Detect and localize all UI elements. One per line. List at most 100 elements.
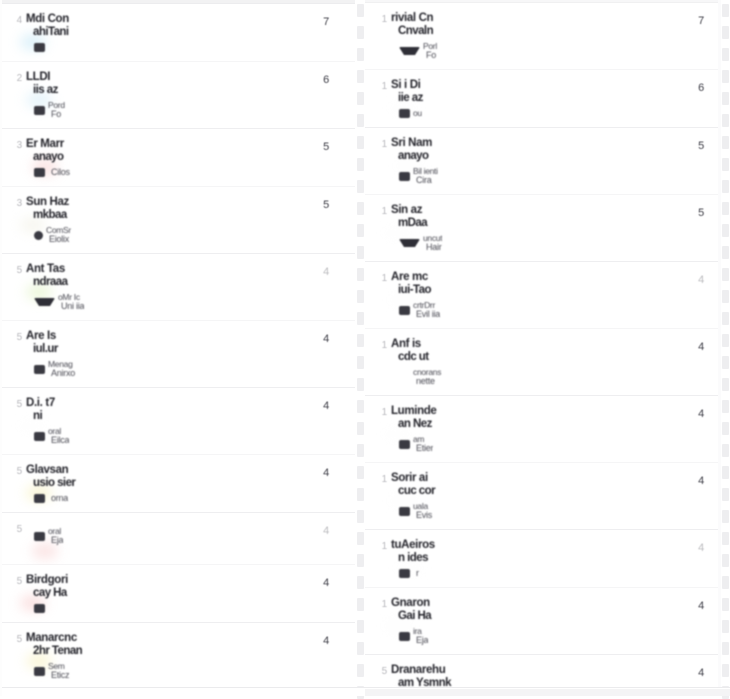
scrollbar-segment[interactable] [357, 4, 364, 17]
scrollbar-segment[interactable] [722, 334, 729, 347]
scrollbar-segment[interactable] [722, 620, 729, 633]
scrollbar-segment[interactable] [722, 202, 729, 215]
scrollbar-segment[interactable] [722, 642, 729, 655]
scrollbar-segment[interactable] [722, 488, 729, 501]
list-item[interactable]: 1 Luminde an Nez am Etier 4 [365, 396, 730, 463]
scrollbar-segment[interactable] [357, 378, 364, 391]
scrollbar-segment[interactable] [357, 26, 364, 39]
scrollbar-segment[interactable] [357, 400, 364, 413]
scrollbar-segment[interactable] [722, 70, 729, 83]
scrollbar-segment[interactable] [357, 334, 364, 347]
scrollbar-segment[interactable] [357, 114, 364, 127]
scrollbar-segment[interactable] [722, 378, 729, 391]
scrollbar-segment[interactable] [722, 92, 729, 105]
scrollbar-segment[interactable] [357, 554, 364, 567]
scrollbar-segment[interactable] [722, 268, 729, 281]
list-item[interactable]: 3 Er Marr anayo Cilos 5 [0, 129, 355, 187]
list-item[interactable]: 1 Are mc iui-Tao crtrDrr Evil iia 4 [365, 262, 730, 329]
item-count: 5 [698, 207, 704, 219]
scrollbar-segment[interactable] [357, 642, 364, 655]
scrollbar-segment[interactable] [357, 510, 364, 523]
list-item[interactable]: 1 Anf is cdc ut cnorans nette 4 [365, 329, 730, 396]
scrollbar-segment[interactable] [722, 356, 729, 369]
scrollbar-segment[interactable] [357, 598, 364, 611]
scrollbar-segment[interactable] [357, 158, 364, 171]
right-column-scrollbar[interactable] [721, 0, 730, 699]
list-item[interactable]: 5 Ant Tas ndraaa oMr Ic Uni iia 4 [0, 254, 355, 321]
list-item[interactable]: 1 Sri Nam anayo Bil ienti Cira 5 [365, 128, 730, 195]
list-item[interactable]: 2 LLDI iis az Pord Fo 6 [0, 62, 355, 129]
list-item[interactable]: 5 D.i. t7 ni oral Eilca 4 [0, 388, 355, 455]
item-body: Mdi Con ahiTani [26, 13, 313, 52]
scrollbar-segment[interactable] [357, 268, 364, 281]
scrollbar-segment[interactable] [357, 466, 364, 479]
scrollbar-segment[interactable] [357, 620, 364, 633]
scrollbar-segment[interactable] [357, 290, 364, 303]
scrollbar-segment[interactable] [722, 598, 729, 611]
scrollbar-segment[interactable] [722, 664, 729, 677]
item-meta-line2: Eja [416, 635, 429, 645]
scrollbar-segment[interactable] [722, 224, 729, 237]
scrollbar-segment[interactable] [722, 158, 729, 171]
list-item[interactable]: 1 tuAeiros n ides r 4 [365, 530, 730, 588]
scrollbar-segment[interactable] [357, 488, 364, 501]
scrollbar-segment[interactable] [357, 180, 364, 193]
scrollbar-segment[interactable] [722, 312, 729, 325]
list-item[interactable]: 5 oral Eja 4 [0, 513, 355, 565]
rank-number: 1 [381, 474, 388, 485]
scrollbar-segment[interactable] [722, 114, 729, 127]
right-column-list[interactable]: 1 rivial Cn Cnvaln Porl Fo 7 1 Si i Di iie az ou 6… [365, 3, 730, 696]
scrollbar-segment[interactable] [722, 532, 729, 545]
list-item[interactable]: 1 Sin az mDaa uncut Hair 5 [365, 195, 730, 262]
scrollbar-segment[interactable] [722, 576, 729, 589]
scrollbar-segment[interactable] [722, 554, 729, 567]
item-title-line1: Si i Di [391, 79, 421, 91]
rank-number: 5 [16, 634, 23, 645]
list-item[interactable]: 5 Birdgori cay Ha 4 [0, 565, 355, 623]
scrollbar-segment[interactable] [357, 444, 364, 457]
list-item[interactable]: 5 Are Is iul.ur Menag Anirxo 4 [0, 321, 355, 388]
scrollbar-segment[interactable] [722, 246, 729, 259]
scrollbar-segment[interactable] [357, 422, 364, 435]
item-title-line1: Are mc [391, 271, 428, 283]
item-title-line1: Ant Tas [26, 263, 65, 275]
scrollbar-segment[interactable] [722, 48, 729, 61]
scrollbar-segment[interactable] [357, 70, 364, 83]
scrollbar-segment[interactable] [357, 356, 364, 369]
item-meta-text: Porl Fo [423, 42, 437, 60]
scrollbar-segment[interactable] [357, 532, 364, 545]
list-item[interactable]: 1 rivial Cn Cnvaln Porl Fo 7 [365, 3, 730, 70]
scrollbar-segment[interactable] [722, 290, 729, 303]
left-column-scrollbar[interactable] [356, 0, 365, 699]
left-column-list[interactable]: 4 Mdi Con ahiTani 7 2 LLDI iis az Pord Fo 6 3 Er Ma… [0, 4, 355, 696]
scrollbar-segment[interactable] [722, 510, 729, 523]
scrollbar-segment[interactable] [357, 664, 364, 677]
scrollbar-segment[interactable] [722, 136, 729, 149]
scrollbar-segment[interactable] [722, 180, 729, 193]
scrollbar-segment[interactable] [357, 136, 364, 149]
list-item[interactable]: 1 Sorir ai cuc cor uala Evis 4 [365, 463, 730, 530]
list-item[interactable]: 1 Si i Di iie az ou 6 [365, 70, 730, 128]
scrollbar-segment[interactable] [722, 466, 729, 479]
scrollbar-segment[interactable] [357, 202, 364, 215]
item-meta: oral Eilca [34, 427, 313, 445]
mountain-icon [399, 47, 420, 55]
list-item[interactable]: 5 Manarcnc 2hr Tenan Sem Eticz 4 [0, 623, 355, 690]
scrollbar-segment[interactable] [357, 576, 364, 589]
scrollbar-segment[interactable] [722, 26, 729, 39]
scrollbar-segment[interactable] [357, 224, 364, 237]
scrollbar-segment[interactable] [357, 312, 364, 325]
item-count: 6 [698, 82, 704, 94]
list-item[interactable]: 3 Sun Haz mkbaa ComSr Eiolix 5 [0, 187, 355, 254]
scrollbar-segment[interactable] [722, 400, 729, 413]
scrollbar-segment[interactable] [722, 4, 729, 17]
scrollbar-segment[interactable] [722, 422, 729, 435]
scrollbar-segment[interactable] [722, 444, 729, 457]
scrollbar-segment[interactable] [357, 246, 364, 259]
scrollbar-segment[interactable] [357, 48, 364, 61]
list-item[interactable]: 5 Glavsan usio sier orna 4 [0, 455, 355, 513]
scrollbar-segment[interactable] [357, 92, 364, 105]
list-item[interactable]: 1 Gnaron Gai Ha ira Eja 4 [365, 588, 730, 655]
triangle-icon [34, 298, 55, 306]
list-item[interactable]: 4 Mdi Con ahiTani 7 [0, 4, 355, 62]
